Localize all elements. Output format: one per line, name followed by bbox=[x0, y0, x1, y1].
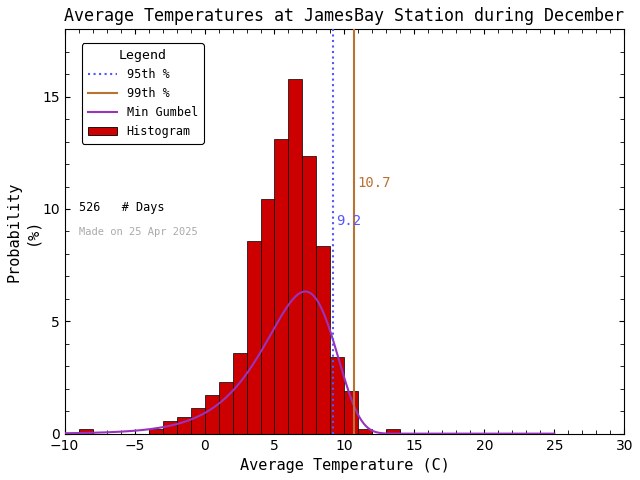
Bar bbox=[177, 417, 191, 433]
Bar bbox=[344, 391, 358, 433]
Text: 9.2: 9.2 bbox=[336, 214, 361, 228]
Bar bbox=[275, 139, 289, 433]
Text: Made on 25 Apr 2025: Made on 25 Apr 2025 bbox=[79, 228, 197, 238]
Bar bbox=[303, 156, 316, 433]
Bar bbox=[148, 430, 163, 433]
Legend: 95th %, 99th %, Min Gumbel, Histogram: 95th %, 99th %, Min Gumbel, Histogram bbox=[82, 43, 204, 144]
Bar bbox=[218, 383, 232, 433]
Bar bbox=[260, 199, 275, 433]
Bar bbox=[191, 408, 205, 433]
Text: 10.7: 10.7 bbox=[357, 176, 390, 190]
Bar bbox=[330, 357, 344, 433]
Bar bbox=[205, 395, 218, 433]
Bar bbox=[246, 241, 260, 433]
Bar bbox=[358, 430, 372, 433]
Title: Average Temperatures at JamesBay Station during December: Average Temperatures at JamesBay Station… bbox=[65, 7, 625, 25]
Y-axis label: Probability
(%): Probability (%) bbox=[7, 181, 39, 282]
Bar bbox=[387, 430, 401, 433]
Text: 526   # Days: 526 # Days bbox=[79, 201, 164, 214]
Bar bbox=[232, 352, 246, 433]
Bar bbox=[163, 421, 177, 433]
Bar bbox=[316, 246, 330, 433]
Bar bbox=[79, 430, 93, 433]
Bar bbox=[289, 79, 303, 433]
X-axis label: Average Temperature (C): Average Temperature (C) bbox=[239, 458, 449, 473]
